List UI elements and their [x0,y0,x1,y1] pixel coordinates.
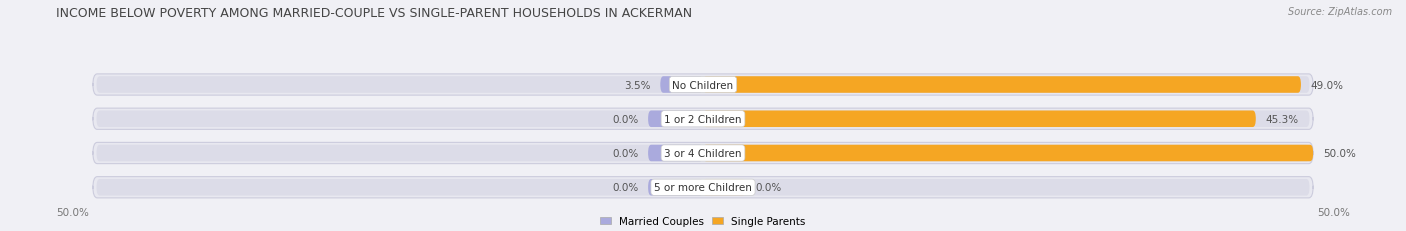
Text: 5 or more Children: 5 or more Children [654,182,752,192]
Text: 50.0%: 50.0% [1323,148,1355,158]
FancyBboxPatch shape [648,111,703,128]
Text: 50.0%: 50.0% [1317,207,1350,217]
FancyBboxPatch shape [648,179,703,196]
Text: 3 or 4 Children: 3 or 4 Children [664,148,742,158]
Text: 3.5%: 3.5% [624,80,651,90]
FancyBboxPatch shape [97,111,1309,128]
FancyBboxPatch shape [93,75,1313,96]
Text: 50.0%: 50.0% [56,207,89,217]
FancyBboxPatch shape [648,145,703,162]
Text: 49.0%: 49.0% [1310,80,1344,90]
FancyBboxPatch shape [97,179,1309,196]
FancyBboxPatch shape [661,77,703,93]
FancyBboxPatch shape [703,77,1301,93]
FancyBboxPatch shape [97,77,1309,93]
FancyBboxPatch shape [97,145,1309,162]
Text: 0.0%: 0.0% [612,148,638,158]
Text: 1 or 2 Children: 1 or 2 Children [664,114,742,124]
FancyBboxPatch shape [93,143,1313,164]
FancyBboxPatch shape [703,179,745,196]
Text: 0.0%: 0.0% [755,182,782,192]
Text: 45.3%: 45.3% [1265,114,1299,124]
FancyBboxPatch shape [93,109,1313,130]
Legend: Married Couples, Single Parents: Married Couples, Single Parents [600,216,806,226]
Text: Source: ZipAtlas.com: Source: ZipAtlas.com [1288,7,1392,17]
Text: 0.0%: 0.0% [612,182,638,192]
Text: 0.0%: 0.0% [612,114,638,124]
FancyBboxPatch shape [703,111,1256,128]
FancyBboxPatch shape [703,145,1313,162]
Text: No Children: No Children [672,80,734,90]
Text: INCOME BELOW POVERTY AMONG MARRIED-COUPLE VS SINGLE-PARENT HOUSEHOLDS IN ACKERMA: INCOME BELOW POVERTY AMONG MARRIED-COUPL… [56,7,692,20]
FancyBboxPatch shape [93,177,1313,198]
